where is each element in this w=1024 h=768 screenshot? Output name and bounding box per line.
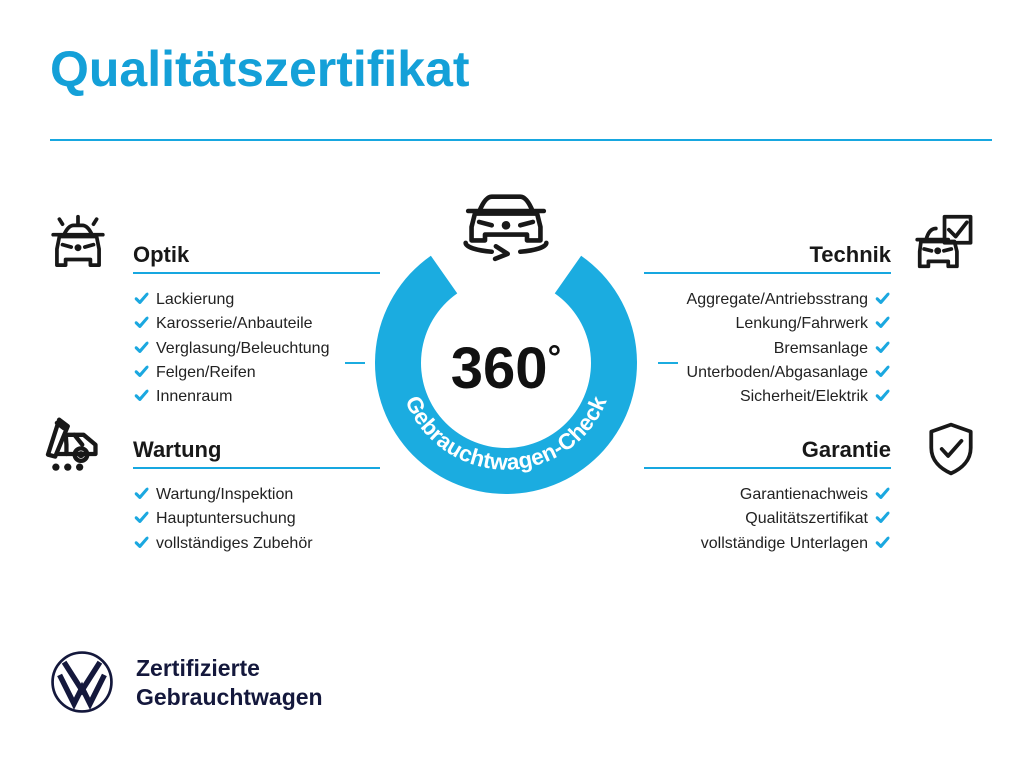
svg-text:360°: 360° (451, 336, 561, 401)
